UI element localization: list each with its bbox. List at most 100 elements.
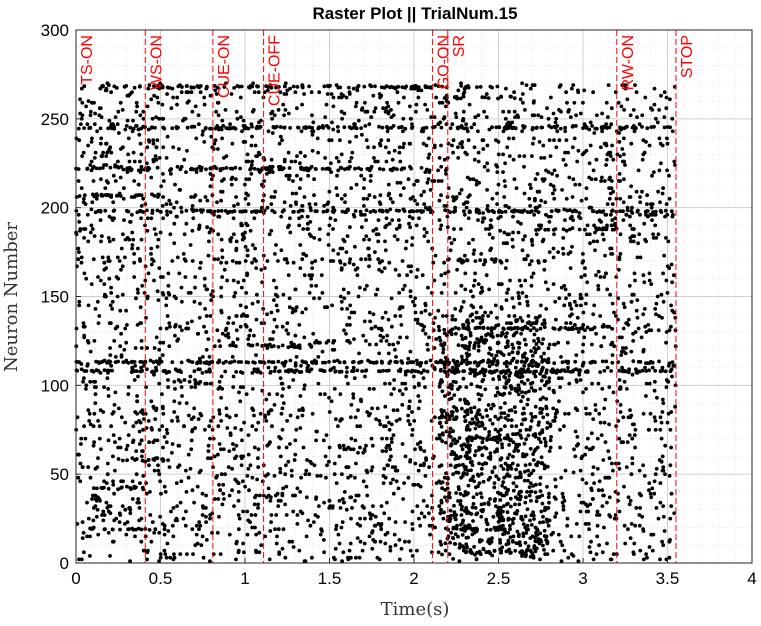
spike (571, 470, 576, 475)
spike (647, 545, 652, 549)
spike (401, 129, 405, 134)
spike (539, 198, 544, 203)
spike (665, 136, 669, 141)
spike (415, 179, 420, 183)
spike (564, 196, 569, 201)
spike (331, 127, 336, 132)
spike (261, 493, 266, 498)
spike (230, 175, 235, 180)
spike (234, 195, 239, 199)
spike (98, 278, 103, 283)
spike (299, 475, 303, 480)
spike (397, 273, 402, 278)
spike (106, 394, 111, 398)
spike (378, 333, 383, 338)
spike (161, 145, 166, 150)
spike (367, 534, 372, 539)
spike (89, 223, 94, 228)
spike (645, 193, 649, 198)
spike (180, 394, 184, 398)
spike (189, 438, 194, 443)
spike (590, 381, 594, 386)
spike (371, 228, 376, 233)
spike (307, 273, 312, 278)
spike (358, 285, 362, 290)
spike (423, 474, 428, 478)
spike (326, 232, 331, 237)
spike (507, 136, 511, 141)
spike (128, 511, 133, 516)
spike (202, 276, 207, 281)
spike (177, 443, 182, 448)
spike (474, 449, 478, 453)
spike (591, 90, 595, 95)
spike (94, 196, 99, 201)
spike (83, 227, 88, 231)
spike (120, 292, 125, 297)
spike (388, 447, 393, 452)
spike (486, 168, 490, 173)
spike (367, 342, 372, 347)
spike (177, 368, 182, 373)
spike (670, 129, 675, 134)
spike (479, 305, 483, 310)
spike (131, 369, 136, 373)
spike (245, 248, 250, 253)
spike (368, 179, 373, 183)
spike (669, 324, 673, 329)
spike (576, 148, 581, 153)
spike (222, 497, 226, 501)
spike (179, 90, 184, 95)
spike (197, 315, 202, 320)
spike (134, 485, 138, 490)
spike (621, 301, 626, 306)
spike (627, 502, 632, 507)
spike (439, 273, 444, 278)
spike (341, 550, 346, 555)
spike (174, 481, 179, 485)
spike (592, 131, 597, 135)
spike (342, 125, 347, 130)
spike (114, 516, 119, 521)
spike (397, 291, 402, 295)
spike (325, 463, 329, 468)
spike (588, 502, 593, 507)
spike (340, 520, 345, 524)
spike (611, 189, 615, 194)
spike (395, 237, 400, 242)
spike (498, 228, 503, 233)
spike (146, 271, 151, 276)
spike (418, 523, 423, 528)
spike (134, 296, 138, 301)
spike (166, 385, 171, 389)
spike (320, 257, 325, 262)
spike (437, 156, 442, 160)
spike (410, 554, 415, 558)
spike (619, 104, 624, 109)
spike (166, 271, 171, 276)
spike (551, 530, 555, 535)
spike (542, 177, 547, 182)
spike (583, 328, 587, 333)
spike (419, 323, 423, 327)
spike (627, 195, 632, 199)
spike (388, 359, 393, 364)
spike (301, 360, 306, 364)
spike (390, 200, 395, 205)
spike (142, 548, 147, 553)
spike (626, 370, 631, 375)
spike (97, 424, 102, 429)
spike (617, 335, 622, 340)
spike (544, 307, 549, 311)
spike (664, 340, 668, 345)
spike (117, 436, 122, 441)
spike (479, 495, 484, 500)
spike (547, 376, 552, 381)
spike (217, 411, 222, 416)
spike (286, 369, 291, 374)
spike (638, 255, 643, 260)
spike (312, 296, 316, 301)
spike (306, 363, 311, 368)
spike (501, 129, 506, 134)
spike (472, 145, 477, 150)
